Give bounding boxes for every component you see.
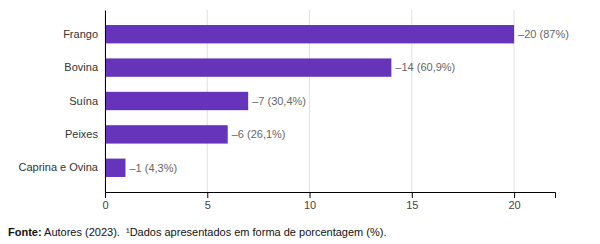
data-label: –20 (87%): [518, 28, 569, 40]
tick: 20: [508, 192, 520, 211]
axis-line: [105, 11, 106, 193]
tick-label: Frango: [63, 28, 98, 40]
tick-mark: [207, 192, 208, 198]
tick-mark: [105, 192, 106, 198]
grid-line: [105, 10, 106, 192]
data-labels: –1 (4,3%) –6 (26,1%) –7 (30,4%) –14 (60,9%)…: [129, 28, 568, 174]
axis-line: [106, 193, 556, 199]
tick-label: 15: [406, 199, 418, 211]
tick-label: Suína: [69, 95, 99, 107]
tick: 10: [304, 192, 316, 211]
tick-mark: [514, 192, 515, 198]
tick: Suína: [69, 95, 99, 107]
tick-label: 0: [102, 199, 108, 211]
tick-label: 10: [304, 199, 316, 211]
chart-svg: 0 5 10 15 20 Caprina e Ovina Peixes Suína Bovina…: [0, 0, 600, 244]
tick: Caprina e Ovina: [19, 161, 99, 173]
data-label: –14 (60,9%): [395, 61, 455, 73]
bar: [105, 125, 228, 143]
footnote-text: Autores (2023). ¹Dados apresentados em f…: [42, 226, 387, 238]
category-axis: Caprina e Ovina Peixes Suína Bovina Frango: [19, 11, 106, 193]
bar: [105, 25, 514, 43]
tick-mark: [310, 192, 311, 198]
tick-label: 20: [508, 199, 520, 211]
chart-container: 0 5 10 15 20 Caprina e Ovina Peixes Suína Bovina…: [0, 0, 600, 244]
value-axis: 0 5 10 15 20: [102, 192, 555, 211]
plot: 0 5 10 15 20 Caprina e Ovina Peixes Suína Bovina…: [19, 10, 569, 211]
bar: [105, 92, 248, 110]
tick: Frango: [63, 28, 98, 40]
footnote-source: Fonte:: [8, 226, 42, 238]
tick: 15: [406, 192, 418, 211]
bars: [105, 25, 514, 177]
tick-label: 5: [205, 199, 211, 211]
data-label: –7 (30,4%): [252, 95, 306, 107]
footnote: Fonte: Autores (2023). ¹Dados apresentad…: [8, 226, 386, 238]
tick-label: Caprina e Ovina: [19, 161, 99, 173]
data-label: –6 (26,1%): [232, 128, 286, 140]
tick-label: Bovina: [64, 61, 99, 73]
bar: [105, 58, 391, 76]
tick-mark: [412, 192, 413, 198]
tick: Bovina: [64, 61, 99, 73]
data-label: –1 (4,3%): [129, 162, 177, 174]
tick: 0: [102, 192, 108, 211]
grid: [105, 10, 514, 192]
bar: [105, 159, 125, 177]
tick: 5: [205, 192, 211, 211]
tick: Peixes: [65, 128, 99, 140]
tick-label: Peixes: [65, 128, 99, 140]
